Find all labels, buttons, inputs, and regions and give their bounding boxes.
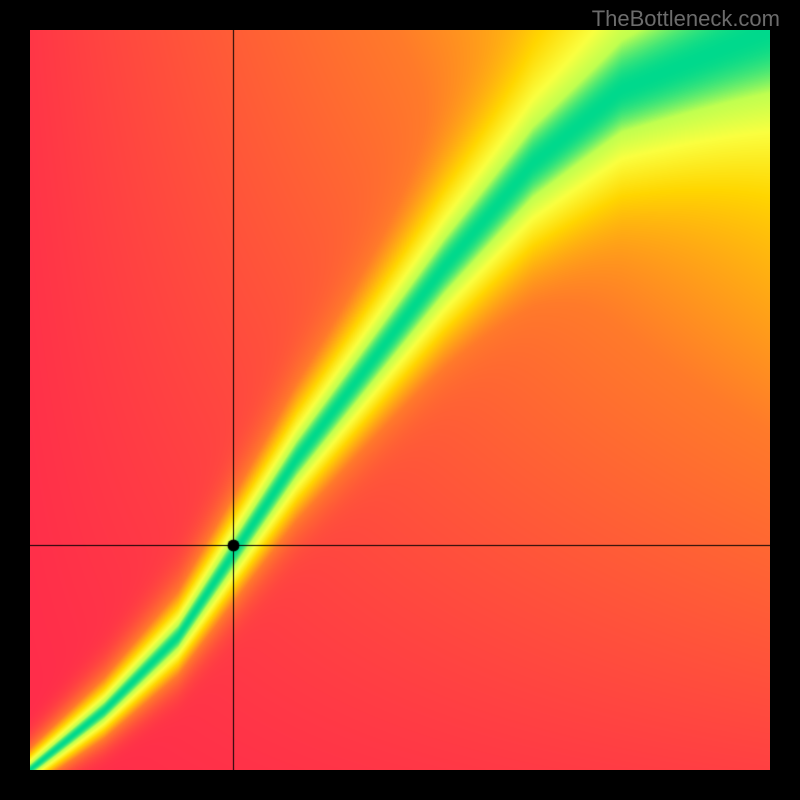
watermark-text: TheBottleneck.com <box>592 6 780 32</box>
heatmap-canvas <box>30 30 770 770</box>
heatmap-plot <box>30 30 770 770</box>
